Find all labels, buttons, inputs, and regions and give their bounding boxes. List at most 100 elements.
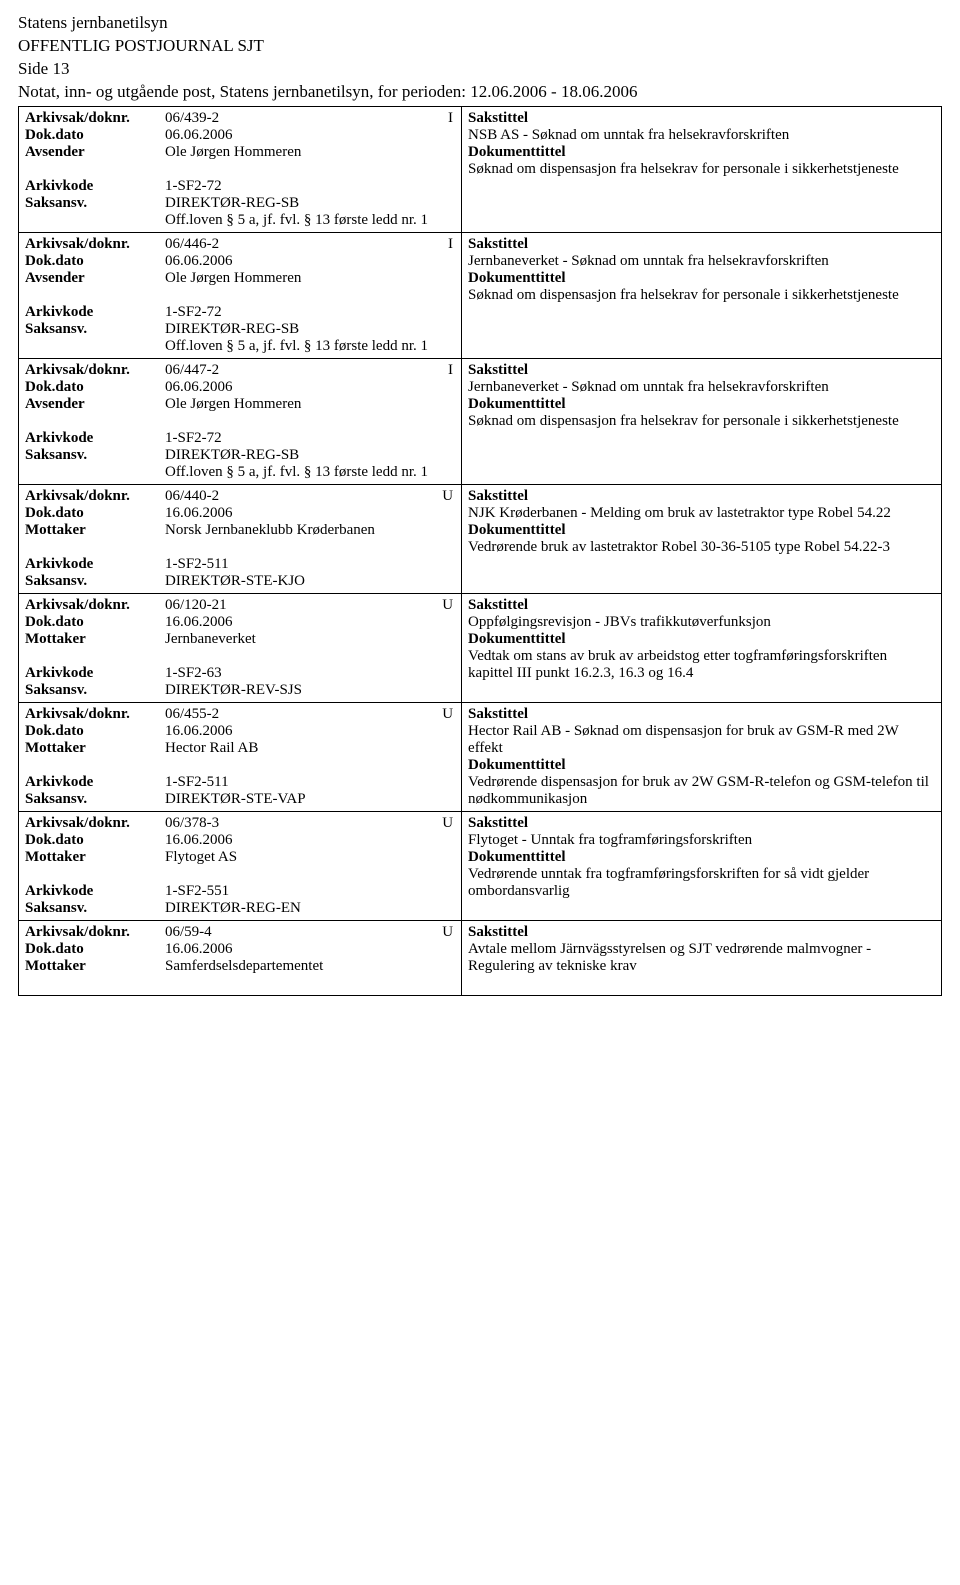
entry-right: SakstittelFlytoget - Unntak fra togframf… [462, 811, 942, 920]
label-dokumenttittel: Dokumenttittel [468, 270, 935, 287]
value-dokumenttittel: Vedrørende dispensasjon for bruk av 2W G… [468, 774, 935, 808]
value-dokdato: 06.06.2006 [165, 127, 455, 144]
value-io: U [427, 488, 455, 505]
label-dokumenttittel: Dokumenttittel [468, 849, 935, 866]
value-sakstittel: NJK Krøderbanen - Melding om bruk av las… [468, 505, 935, 522]
value-dokumenttittel: Vedrørende bruk av lastetraktor Robel 30… [468, 539, 935, 556]
value-arkivsak: 06/59-4 [165, 924, 427, 941]
label-party: Mottaker [25, 958, 165, 975]
journal-row: Arkivsak/doknr.06/447-2IDok.dato06.06.20… [19, 358, 942, 484]
value-party: Samferdselsdepartementet [165, 958, 455, 975]
value-arkivsak-wrap: 06/446-2I [165, 236, 455, 253]
entry-right: SakstittelOppfølgingsrevisjon - JBVs tra… [462, 593, 942, 702]
label-saksansv: Saksansv. [25, 900, 165, 917]
label-dokumenttittel: Dokumenttittel [468, 757, 935, 774]
label-arkivsak: Arkivsak/doknr. [25, 597, 165, 614]
value-sakstittel: Jernbaneverket - Søknad om unntak fra he… [468, 379, 935, 396]
value-saksansv: DIREKTØR-REG-SB [165, 321, 455, 338]
value-io: U [427, 706, 455, 723]
value-saksansv: DIREKTØR-REG-SB [165, 195, 455, 212]
value-arkivsak-wrap: 06/439-2I [165, 110, 455, 127]
entry-left: Arkivsak/doknr.06/59-4UDok.dato16.06.200… [19, 920, 462, 995]
value-party: Jernbaneverket [165, 631, 455, 648]
label-dokdato: Dok.dato [25, 379, 165, 396]
value-saksansv: DIREKTØR-STE-VAP [165, 791, 455, 808]
value-arkivsak: 06/439-2 [165, 110, 427, 127]
label-dokdato: Dok.dato [25, 127, 165, 144]
value-dokumenttittel: Søknad om dispensasjon fra helsekrav for… [468, 287, 935, 304]
journal-row: Arkivsak/doknr.06/439-2IDok.dato06.06.20… [19, 106, 942, 232]
value-arkivsak: 06/446-2 [165, 236, 427, 253]
label-saksansv: Saksansv. [25, 573, 165, 590]
value-sakstittel: Avtale mellom Järnvägsstyrelsen og SJT v… [468, 941, 935, 975]
value-io: U [427, 815, 455, 832]
label-dokumenttittel: Dokumenttittel [468, 522, 935, 539]
value-party: Ole Jørgen Hommeren [165, 144, 455, 161]
value-io: I [427, 110, 455, 127]
value-arkivsak-wrap: 06/440-2U [165, 488, 455, 505]
value-arkivkode: 1-SF2-63 [165, 665, 455, 682]
label-saksansv: Saksansv. [25, 195, 165, 212]
label-dokumenttittel: Dokumenttittel [468, 396, 935, 413]
page-header: Statens jernbanetilsyn OFFENTLIG POSTJOU… [18, 12, 942, 104]
value-io: I [427, 236, 455, 253]
value-arkivkode: 1-SF2-551 [165, 883, 455, 900]
value-dokumenttittel: Søknad om dispensasjon fra helsekrav for… [468, 161, 935, 178]
label-party: Mottaker [25, 740, 165, 757]
value-sakstittel: Oppfølgingsrevisjon - JBVs trafikkutøver… [468, 614, 935, 631]
label-saksansv: Saksansv. [25, 682, 165, 699]
value-sakstittel: NSB AS - Søknad om unntak fra helsekravf… [468, 127, 935, 144]
entry-left: Arkivsak/doknr.06/439-2IDok.dato06.06.20… [19, 106, 462, 232]
entry-left: Arkivsak/doknr.06/440-2UDok.dato16.06.20… [19, 484, 462, 593]
entry-left: Arkivsak/doknr.06/447-2IDok.dato06.06.20… [19, 358, 462, 484]
value-sakstittel: Hector Rail AB - Søknad om dispensasjon … [468, 723, 935, 757]
journal-row: Arkivsak/doknr.06/440-2UDok.dato16.06.20… [19, 484, 942, 593]
label-party: Mottaker [25, 522, 165, 539]
label-sakstittel: Sakstittel [468, 924, 935, 941]
entry-left: Arkivsak/doknr.06/446-2IDok.dato06.06.20… [19, 232, 462, 358]
header-org: Statens jernbanetilsyn [18, 12, 942, 35]
journal-row: Arkivsak/doknr.06/378-3UDok.dato16.06.20… [19, 811, 942, 920]
value-arkivsak-wrap: 06/59-4U [165, 924, 455, 941]
label-arkivkode: Arkivkode [25, 665, 165, 682]
entry-right: SakstittelNSB AS - Søknad om unntak fra … [462, 106, 942, 232]
value-sakstittel: Flytoget - Unntak fra togframføringsfors… [468, 832, 935, 849]
value-dokdato: 16.06.2006 [165, 832, 455, 849]
label-sakstittel: Sakstittel [468, 815, 935, 832]
value-arkivsak-wrap: 06/447-2I [165, 362, 455, 379]
value-arkivkode: 1-SF2-511 [165, 556, 455, 573]
value-dokdato: 16.06.2006 [165, 723, 455, 740]
label-dokdato: Dok.dato [25, 832, 165, 849]
value-extra: Off.loven § 5 a, jf. fvl. § 13 første le… [25, 212, 455, 229]
label-arkivsak: Arkivsak/doknr. [25, 110, 165, 127]
label-arkivkode: Arkivkode [25, 430, 165, 447]
label-saksansv: Saksansv. [25, 447, 165, 464]
label-arkivsak: Arkivsak/doknr. [25, 362, 165, 379]
label-dokdato: Dok.dato [25, 941, 165, 958]
label-party: Mottaker [25, 631, 165, 648]
value-saksansv: DIREKTØR-STE-KJO [165, 573, 455, 590]
value-dokdato: 06.06.2006 [165, 379, 455, 396]
value-arkivsak-wrap: 06/120-21U [165, 597, 455, 614]
label-arkivsak: Arkivsak/doknr. [25, 815, 165, 832]
value-party: Ole Jørgen Hommeren [165, 270, 455, 287]
label-dokdato: Dok.dato [25, 723, 165, 740]
entry-right: SakstittelAvtale mellom Järnvägsstyrelse… [462, 920, 942, 995]
value-arkivsak: 06/447-2 [165, 362, 427, 379]
label-saksansv: Saksansv. [25, 321, 165, 338]
value-saksansv: DIREKTØR-REG-SB [165, 447, 455, 464]
label-arkivkode: Arkivkode [25, 774, 165, 791]
entry-left: Arkivsak/doknr.06/455-2UDok.dato16.06.20… [19, 702, 462, 811]
label-sakstittel: Sakstittel [468, 236, 935, 253]
value-party: Norsk Jernbaneklubb Krøderbanen [165, 522, 455, 539]
entry-right: SakstittelNJK Krøderbanen - Melding om b… [462, 484, 942, 593]
label-party: Avsender [25, 144, 165, 161]
label-dokdato: Dok.dato [25, 614, 165, 631]
value-party: Ole Jørgen Hommeren [165, 396, 455, 413]
value-arkivsak: 06/440-2 [165, 488, 427, 505]
value-io: U [427, 924, 455, 941]
value-arkivkode: 1-SF2-72 [165, 430, 455, 447]
label-dokdato: Dok.dato [25, 253, 165, 270]
label-arkivsak: Arkivsak/doknr. [25, 488, 165, 505]
value-arkivkode: 1-SF2-511 [165, 774, 455, 791]
